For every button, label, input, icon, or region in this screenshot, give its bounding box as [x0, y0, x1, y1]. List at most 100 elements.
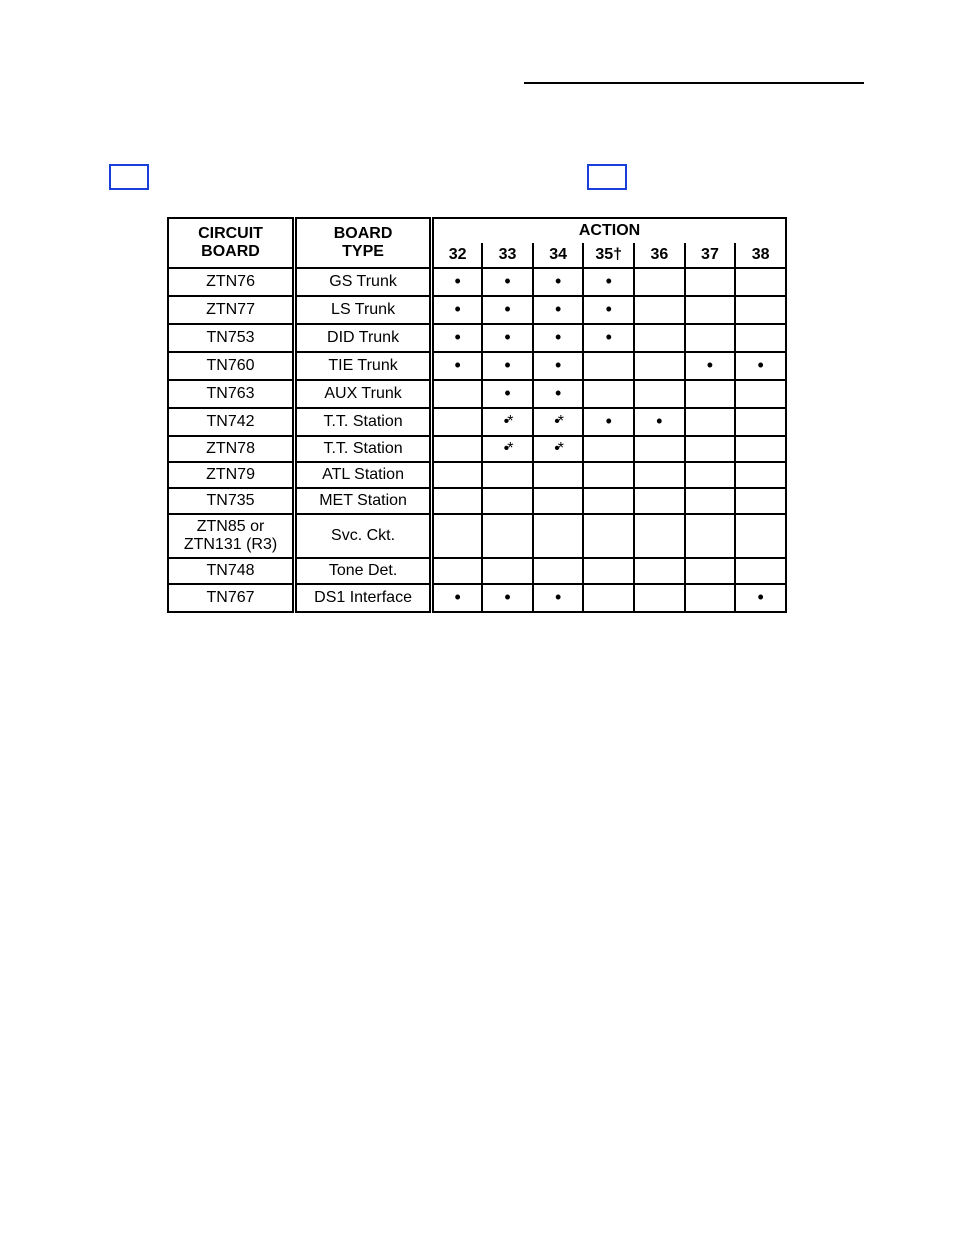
link-box-1[interactable]: [109, 164, 149, 190]
cell-board: ZTN79: [168, 462, 295, 488]
cell-action: [583, 558, 634, 584]
cell-type: ATL Station: [295, 462, 432, 488]
cell-action: [432, 268, 483, 296]
table-row: TN760TIE Trunk: [168, 352, 786, 380]
cell-action: [432, 296, 483, 324]
cell-action: [432, 488, 483, 514]
cell-action: [685, 462, 736, 488]
cell-action: [685, 352, 736, 380]
th-a36: 36: [634, 243, 685, 268]
cell-action: [735, 268, 786, 296]
cell-action: [634, 436, 685, 462]
cell-action: [533, 352, 584, 380]
th-a37: 37: [685, 243, 736, 268]
cell-action: [583, 324, 634, 352]
cell-action: [634, 268, 685, 296]
cell-action: [583, 296, 634, 324]
cell-action: [482, 268, 533, 296]
actions-table: CIRCUITBOARD BOARDTYPE ACTION 32 33 34 3…: [167, 217, 787, 613]
cell-action: [634, 488, 685, 514]
table-row: TN763AUX Trunk: [168, 380, 786, 408]
cell-action: [482, 380, 533, 408]
cell-action: [634, 514, 685, 558]
cell-action: [634, 462, 685, 488]
cell-action: [533, 462, 584, 488]
cell-action: [533, 514, 584, 558]
cell-action: [735, 296, 786, 324]
cell-action: [685, 488, 736, 514]
th-board-type: BOARDTYPE: [295, 218, 432, 268]
cell-action: [634, 296, 685, 324]
cell-action: [685, 296, 736, 324]
cell-action: [533, 436, 584, 462]
cell-type: T.T. Station: [295, 436, 432, 462]
cell-type: TIE Trunk: [295, 352, 432, 380]
table-row: ZTN77LS Trunk: [168, 296, 786, 324]
cell-board: TN763: [168, 380, 295, 408]
cell-action: [685, 408, 736, 436]
cell-action: [685, 436, 736, 462]
table-row: ZTN79ATL Station: [168, 462, 786, 488]
link-box-2[interactable]: [587, 164, 627, 190]
cell-action: [583, 584, 634, 612]
cell-action: [432, 352, 483, 380]
cell-action: [482, 462, 533, 488]
th-a33: 33: [482, 243, 533, 268]
table-row: ZTN76GS Trunk: [168, 268, 786, 296]
cell-action: [533, 488, 584, 514]
cell-action: [533, 268, 584, 296]
cell-board: ZTN78: [168, 436, 295, 462]
table-row: TN742T.T. Station: [168, 408, 786, 436]
th-a32: 32: [432, 243, 483, 268]
cell-action: [634, 558, 685, 584]
cell-action: [735, 324, 786, 352]
cell-action: [634, 324, 685, 352]
cell-type: GS Trunk: [295, 268, 432, 296]
cell-action: [482, 296, 533, 324]
cell-action: [634, 408, 685, 436]
cell-action: [583, 408, 634, 436]
cell-action: [533, 558, 584, 584]
table-row: TN748Tone Det.: [168, 558, 786, 584]
th-action: ACTION: [432, 218, 786, 243]
intro-text: [60, 160, 894, 187]
cell-action: [583, 462, 634, 488]
cell-action: [583, 268, 634, 296]
cell-action: [583, 488, 634, 514]
th-a35: 35†: [583, 243, 634, 268]
cell-action: [735, 436, 786, 462]
cell-action: [482, 324, 533, 352]
cell-type: DID Trunk: [295, 324, 432, 352]
cell-action: [634, 380, 685, 408]
table-row: TN753DID Trunk: [168, 324, 786, 352]
th-a38: 38: [735, 243, 786, 268]
cell-action: [685, 514, 736, 558]
cell-action: [735, 462, 786, 488]
cell-action: [685, 268, 736, 296]
cell-action: [432, 584, 483, 612]
table-row: TN767DS1 Interface: [168, 584, 786, 612]
cell-board: TN742: [168, 408, 295, 436]
cell-action: [432, 514, 483, 558]
cell-action: [685, 558, 736, 584]
cell-action: [533, 408, 584, 436]
cell-type: LS Trunk: [295, 296, 432, 324]
cell-action: [735, 514, 786, 558]
cell-board: TN735: [168, 488, 295, 514]
cell-type: Svc. Ckt.: [295, 514, 432, 558]
cell-type: MET Station: [295, 488, 432, 514]
cell-board: TN753: [168, 324, 295, 352]
cell-action: [482, 408, 533, 436]
cell-action: [583, 436, 634, 462]
cell-type: Tone Det.: [295, 558, 432, 584]
cell-action: [432, 462, 483, 488]
cell-action: [685, 380, 736, 408]
cell-action: [432, 558, 483, 584]
cell-action: [482, 352, 533, 380]
table-row: ZTN78T.T. Station: [168, 436, 786, 462]
cell-action: [482, 488, 533, 514]
cell-action: [735, 558, 786, 584]
cell-action: [533, 324, 584, 352]
cell-action: [634, 352, 685, 380]
cell-board: TN760: [168, 352, 295, 380]
